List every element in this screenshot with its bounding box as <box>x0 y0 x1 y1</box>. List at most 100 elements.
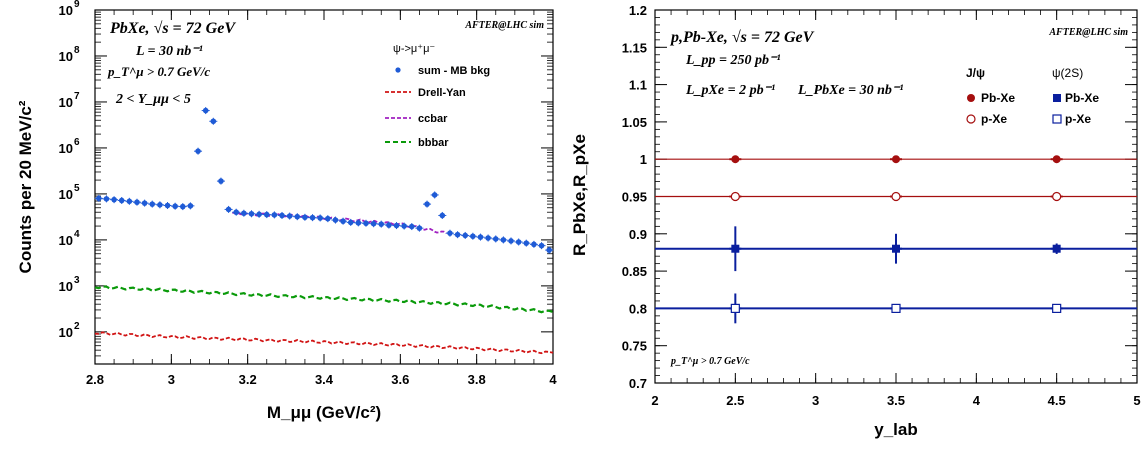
sum-point <box>546 247 552 253</box>
left-cut-y: 2 < Y_μμ < 5 <box>115 92 191 107</box>
sum-point <box>538 242 545 249</box>
sum-point <box>256 211 262 218</box>
sum-point <box>218 178 224 184</box>
right-title: p,Pb-Xe, √s = 72 GeV <box>669 29 815 46</box>
sum-point <box>408 223 415 230</box>
right-ytick-label: 0.8 <box>629 301 647 316</box>
right-ylabel: R_PbXe,R_pXe <box>570 134 589 256</box>
point-psi2s-pbxe <box>892 244 900 253</box>
sum-point <box>462 232 469 239</box>
left-ytick-exp: 2 <box>74 321 80 332</box>
sum-point <box>492 236 499 242</box>
sum-point <box>485 235 491 241</box>
sum-point <box>347 219 354 226</box>
left-ytick-label: 10 <box>59 187 73 202</box>
point-jpsi-pbxe <box>731 155 740 164</box>
right-lumi-pxe: L_pXe = 2 pb⁻¹ <box>685 83 775 98</box>
sum-point <box>515 239 522 245</box>
sum-point <box>149 201 156 207</box>
right-xlabel: y_lab <box>874 420 917 439</box>
sum-point <box>279 212 285 219</box>
legend-marker-jpsi-pxe <box>966 114 976 124</box>
right-ytick-label: 0.75 <box>622 339 647 354</box>
left-ytick-exp: 5 <box>74 183 80 194</box>
sum-point <box>355 220 362 226</box>
legend-marker-psi2s-pxe <box>1052 114 1062 124</box>
point-jpsi-pxe <box>891 191 901 202</box>
left-ytick-exp: 6 <box>74 137 80 148</box>
left-tag: AFTER@LHC sim <box>464 20 544 31</box>
point-jpsi-pxe <box>730 191 740 202</box>
right-ytick-label: 1.15 <box>622 40 647 55</box>
right-ytick-label: 1.2 <box>629 3 647 18</box>
legend-label-drell-yan: Drell-Yan <box>418 87 466 99</box>
sum-point <box>332 217 339 223</box>
legend-header-jpsi: J/ψ <box>966 66 985 80</box>
left-ytick-label: 10 <box>59 49 73 64</box>
sum-point <box>248 210 255 217</box>
sum-point <box>172 203 178 210</box>
legend-label-bbbar: bbbar <box>418 137 449 149</box>
legend-label-ccbar: ccbar <box>418 113 448 125</box>
right-legend: J/ψ ψ(2S) Pb-Xe p-Xe Pb-Xe p-Xe <box>966 66 1099 126</box>
legend-label-sum: sum - MB bkg <box>418 65 490 77</box>
left-title: PbXe, √s = 72 GeV <box>109 20 236 37</box>
point-psi2s-pxe <box>730 303 740 313</box>
sum-point <box>241 210 247 217</box>
sum-point <box>508 238 514 244</box>
right-xtick-label: 2 <box>651 393 658 408</box>
sum-point <box>439 212 446 219</box>
right-ytick-label: 0.7 <box>629 376 647 391</box>
left-ylabel: Counts per 20 MeV/c² <box>16 100 35 273</box>
sum-point <box>340 218 346 225</box>
sum-point <box>500 237 507 243</box>
sum-point <box>286 213 293 219</box>
left-xtick-label: 3.8 <box>468 372 486 387</box>
point-psi2s-pbxe <box>1052 244 1061 253</box>
sum-point <box>294 213 301 220</box>
right-ytick-label: 0.85 <box>622 264 647 279</box>
sum-point <box>134 199 140 206</box>
left-xtick-label: 4 <box>549 372 557 387</box>
legend-header-psi2s: ψ(2S) <box>1052 66 1083 80</box>
sum-point <box>325 215 331 222</box>
point-psi2s-pbxe <box>731 244 740 253</box>
point-psi2s-pxe <box>1052 303 1062 313</box>
sum-point <box>202 107 209 114</box>
left-ytick-label: 10 <box>59 279 73 294</box>
sum-point <box>210 118 217 125</box>
legend-marker-jpsi-pbxe <box>967 94 975 102</box>
left-ytick-label: 10 <box>59 325 73 340</box>
sum-point <box>225 206 232 213</box>
left-ytick-label: 10 <box>59 95 73 110</box>
sum-point <box>263 211 270 218</box>
right-xtick-label: 3 <box>812 393 819 408</box>
right-xtick-label: 5 <box>1133 393 1140 408</box>
left-xlabel: M_μμ (GeV/c²) <box>267 403 381 422</box>
right-ytick-label: 0.95 <box>622 190 647 205</box>
left-xtick-label: 3.2 <box>239 372 257 387</box>
sum-point <box>157 201 163 208</box>
legend-label-psi2s-pbxe: Pb-Xe <box>1065 91 1099 105</box>
right-ytick-label: 1 <box>640 152 647 167</box>
sum-point <box>370 220 377 227</box>
sum-point <box>309 214 316 221</box>
series-line-drell-yan <box>94 331 554 355</box>
legend-label-jpsi-pxe: p-Xe <box>981 112 1007 126</box>
left-lumi: L = 30 nb⁻¹ <box>135 44 203 59</box>
sum-point <box>118 197 125 204</box>
sum-point <box>477 234 484 240</box>
sum-point <box>470 233 476 240</box>
left-ytick-exp: 3 <box>74 275 80 286</box>
left-xtick-label: 3.4 <box>315 372 334 387</box>
sum-point <box>401 223 407 229</box>
sum-point <box>454 231 461 238</box>
right-xtick-label: 4 <box>973 393 981 408</box>
point-jpsi-pbxe <box>1052 155 1061 164</box>
right-cut-pt: p_T^μ > 0.7 GeV/c <box>670 356 750 367</box>
left-legend: ψ->μ⁺μ⁻ sum - MB bkg Drell-Yan ccbar bbb… <box>385 43 490 149</box>
r-ratio-panel: 2 2.5 3 3.5 4 4.5 5 0.7 0.75 0.8 0.85 0.9 0.95 1 1.05 1… <box>570 3 1141 439</box>
left-ytick-exp: 8 <box>74 45 80 56</box>
sum-point <box>111 196 117 203</box>
